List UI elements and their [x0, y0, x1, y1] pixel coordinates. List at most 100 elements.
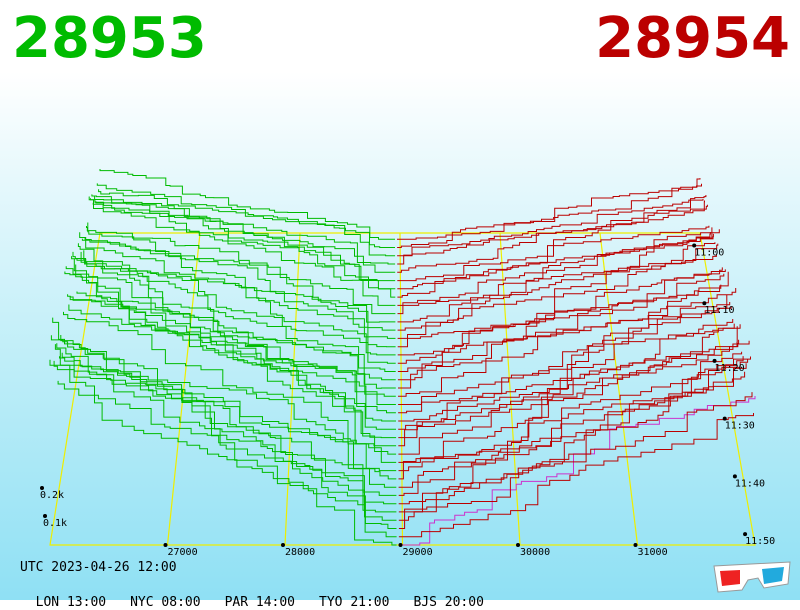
price-tick-dot — [633, 543, 638, 547]
bid-depth-line — [99, 169, 395, 240]
ask-depth-line — [397, 233, 714, 315]
bid-depth-line — [54, 344, 397, 513]
bid-depth-line — [65, 266, 397, 447]
time-tick-label: 11:40 — [735, 478, 765, 489]
time-tick-dot — [702, 301, 707, 306]
ask-depth-line — [398, 363, 747, 496]
timezone-par: PAR 14:00 — [224, 595, 296, 610]
price-tick-label: 29000 — [403, 547, 433, 558]
ask-depth-line — [397, 200, 705, 265]
price-tick-dot — [398, 543, 403, 547]
bid-depth-line — [72, 251, 396, 405]
ask-depth-line — [397, 269, 726, 381]
ask-depth-line — [398, 356, 751, 521]
bid-depth-line — [73, 258, 396, 397]
ask-depth-line — [398, 323, 735, 430]
ask-depth-line — [397, 195, 707, 273]
bid-depth-line — [75, 264, 396, 389]
ask-depth-line — [397, 225, 710, 290]
latest-ask-depth-line — [399, 396, 756, 546]
time-tick-dot — [722, 416, 727, 421]
bid-depth-line — [60, 335, 397, 480]
ask-depth-line — [397, 284, 722, 356]
price-tick-dot — [516, 543, 520, 547]
chart-labels: 27000 28000 29000 30000 31000 11:00 11:10 11:20… — [40, 243, 775, 558]
depth-tick-dot — [40, 486, 44, 490]
timezone-row: LON 13:00 NYC 08:00 PAR 14:00 TYO 21:00 BJS … — [20, 580, 508, 610]
price-grid-line — [166, 232, 201, 546]
bid-depth-line — [90, 198, 396, 298]
bid-depth-line — [76, 291, 396, 381]
utc-timestamp: UTC 2023-04-26 12:00 — [20, 560, 177, 575]
price-grid-line — [599, 232, 639, 546]
time-tick-dot — [692, 243, 697, 248]
time-tick-label: 11:50 — [745, 536, 775, 547]
ask-depth-line — [398, 356, 744, 480]
bid-depth-line — [61, 352, 397, 472]
bid-price: 28953 — [12, 6, 207, 71]
ask-depth-series — [397, 178, 756, 546]
timezone-lon: LON 13:00 — [35, 595, 107, 610]
bid-depth-line — [79, 232, 396, 364]
bid-depth-line — [96, 183, 396, 257]
price-tick-dot — [163, 543, 168, 547]
bid-depth-line — [77, 243, 396, 372]
ask-depth-line — [398, 359, 749, 505]
time-tick-label: 11:30 — [725, 421, 755, 432]
bid-depth-line — [53, 360, 397, 521]
timezone-nyc: NYC 08:00 — [130, 595, 201, 610]
time-tick-dot — [732, 474, 737, 479]
bid-depth-line — [59, 356, 397, 488]
ask-depth-line — [398, 288, 737, 439]
ask-depth-line — [397, 227, 713, 306]
price-tick-dot — [281, 543, 285, 547]
bid-depth-line — [92, 202, 396, 282]
bid-depth-line — [68, 304, 396, 430]
price-tick-label: 27000 — [168, 547, 198, 558]
time-tick-dot — [712, 358, 717, 363]
bid-depth-line — [98, 189, 395, 248]
ask-depth-line — [398, 392, 753, 529]
bid-depth-line — [87, 222, 396, 315]
time-tick-label: 11:20 — [715, 363, 745, 374]
bid-depth-line — [84, 237, 396, 331]
time-tick-label: 11:00 — [694, 247, 724, 258]
bid-depth-line — [80, 251, 396, 356]
bid-depth-line — [56, 343, 397, 505]
3d-glasses-icon[interactable] — [712, 558, 792, 594]
ask-depth-line — [397, 243, 719, 339]
bid-depth-line — [49, 359, 397, 546]
ask-price: 28954 — [595, 6, 790, 71]
ask-depth-line — [397, 229, 720, 348]
bid-depth-line — [50, 335, 397, 538]
depth-tick-label: 0.1k — [43, 518, 67, 529]
depth-tick-dot — [43, 514, 47, 518]
bid-depth-line — [81, 238, 396, 348]
timezone-tyo: TYO 21:00 — [319, 595, 390, 610]
ask-depth-line — [398, 340, 750, 513]
price-tick-label: 30000 — [520, 547, 550, 558]
ask-depth-line — [398, 319, 734, 422]
ask-depth-line — [397, 199, 704, 257]
bid-depth-line — [88, 196, 396, 306]
price-grid-line — [399, 232, 404, 546]
ask-depth-line — [398, 306, 732, 414]
ask-depth-line — [397, 204, 708, 282]
ask-depth-line — [397, 178, 701, 240]
bid-depth-line — [67, 294, 397, 439]
ask-depth-line — [398, 294, 728, 389]
time-tick-label: 11:10 — [704, 305, 734, 316]
ask-depth-line — [397, 267, 723, 364]
price-tick-label: 28000 — [285, 547, 315, 558]
ask-depth-line — [398, 351, 743, 472]
ask-depth-line — [398, 413, 754, 538]
bid-depth-line — [86, 226, 396, 323]
price-tick-label: 31000 — [638, 547, 668, 558]
bid-depth-line — [57, 380, 397, 496]
bid-depth-line — [63, 311, 397, 463]
ask-depth-line — [398, 371, 746, 488]
bid-depth-line — [94, 195, 396, 273]
ask-depth-line — [398, 324, 741, 463]
bid-depth-series — [49, 169, 397, 546]
